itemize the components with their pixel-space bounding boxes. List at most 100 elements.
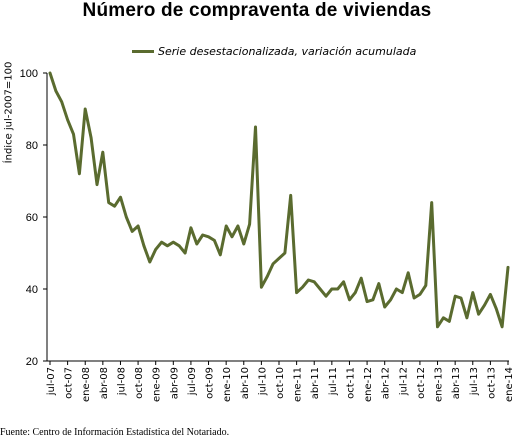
data-point (406, 271, 410, 274)
data-point (213, 239, 216, 242)
y-tick-label: 100 (20, 68, 38, 80)
source-note: Fuente: Centro de Información Estadístic… (0, 427, 230, 438)
data-point (465, 316, 469, 319)
x-tick-label: jul-09 (187, 367, 198, 396)
data-point (60, 100, 63, 104)
data-point (418, 293, 422, 296)
data-point (430, 201, 433, 204)
legend: Serie desestacionalizada, variación acum… (132, 44, 416, 58)
x-tick-label: jul-13 (469, 367, 480, 396)
data-point (477, 313, 480, 316)
x-tick-label: oct-12 (416, 367, 427, 399)
data-point (283, 251, 287, 255)
x-tick-label: ene-14 (504, 367, 514, 402)
data-point (307, 278, 310, 282)
data-point (72, 133, 75, 136)
data-point (183, 251, 187, 255)
data-point (500, 325, 504, 328)
x-tick-label: jul-11 (328, 367, 339, 396)
data-point (95, 183, 99, 186)
x-tick-label: ene-10 (222, 367, 233, 402)
x-tick-label: abr-08 (99, 367, 110, 399)
data-point (495, 307, 498, 310)
data-point (471, 291, 474, 294)
data-point (436, 325, 439, 328)
x-tick-label: abr-09 (169, 367, 180, 399)
data-point (377, 282, 381, 285)
data-point (360, 277, 363, 280)
data-point (195, 242, 198, 246)
series-line (48, 71, 510, 329)
y-tick-label: 20 (26, 356, 38, 368)
data-point (313, 280, 316, 283)
data-point (131, 230, 134, 233)
x-tick-label: abr-12 (381, 367, 392, 399)
x-tick-label: oct-11 (345, 367, 356, 399)
x-tick-label: ene-12 (363, 367, 374, 402)
data-point (342, 280, 345, 283)
data-point (354, 291, 357, 294)
y-tick-label: 80 (26, 140, 38, 152)
x-tick-label: oct-09 (205, 367, 216, 399)
x-tick-label: oct-07 (64, 367, 75, 399)
x-tick-label: oct-08 (134, 367, 145, 399)
data-point (219, 253, 222, 256)
x-tick-label: ene-09 (152, 367, 163, 402)
x-tick-label: abr-11 (310, 367, 321, 399)
data-point (125, 215, 128, 219)
x-tick-label: ene-13 (434, 367, 445, 402)
data-point (166, 244, 169, 247)
data-point (371, 298, 375, 301)
x-tick-label: ene-11 (293, 367, 304, 402)
x-tick-label: jul-07 (46, 367, 57, 396)
data-point (66, 118, 69, 122)
data-point (271, 262, 275, 265)
data-point (365, 300, 369, 303)
x-tick-label: abr-10 (240, 367, 251, 399)
data-point (101, 151, 105, 154)
data-point (177, 244, 181, 247)
data-point (412, 296, 416, 300)
data-point (189, 226, 193, 229)
y-tick-label: 40 (26, 284, 38, 296)
data-point (89, 136, 93, 139)
legend-swatch (132, 49, 154, 53)
data-point (318, 287, 322, 291)
data-point (489, 293, 492, 296)
data-point (119, 196, 122, 199)
data-point (395, 287, 398, 291)
data-point (260, 286, 263, 289)
x-tick-label: jul-08 (116, 367, 127, 396)
data-point (483, 304, 486, 307)
data-point (266, 275, 269, 278)
data-point (201, 233, 204, 237)
data-point (424, 284, 427, 287)
data-point (448, 320, 451, 323)
data-point (348, 298, 351, 301)
data-point (84, 107, 87, 111)
chart-title: Número de compraventa de viviendas (82, 0, 432, 21)
data-point (254, 125, 257, 129)
data-point (301, 286, 304, 289)
data-point (136, 224, 140, 228)
data-point (459, 296, 463, 300)
x-tick-label: abr-13 (451, 367, 462, 399)
x-tick-label: jul-12 (398, 367, 409, 396)
data-point (236, 224, 240, 228)
x-tick-label: jul-10 (257, 367, 268, 396)
data-point (242, 242, 245, 246)
data-point (330, 287, 334, 291)
data-point (401, 291, 404, 294)
data-point (248, 223, 251, 226)
data-point (78, 172, 81, 175)
x-tick-label: oct-13 (486, 367, 497, 399)
data-point (324, 295, 328, 298)
data-point (295, 291, 298, 294)
data-point (230, 235, 234, 238)
data-point (336, 287, 339, 291)
data-point (289, 194, 292, 197)
data-point (142, 244, 146, 247)
data-point (453, 295, 457, 298)
x-tick-label: oct-10 (275, 367, 286, 399)
